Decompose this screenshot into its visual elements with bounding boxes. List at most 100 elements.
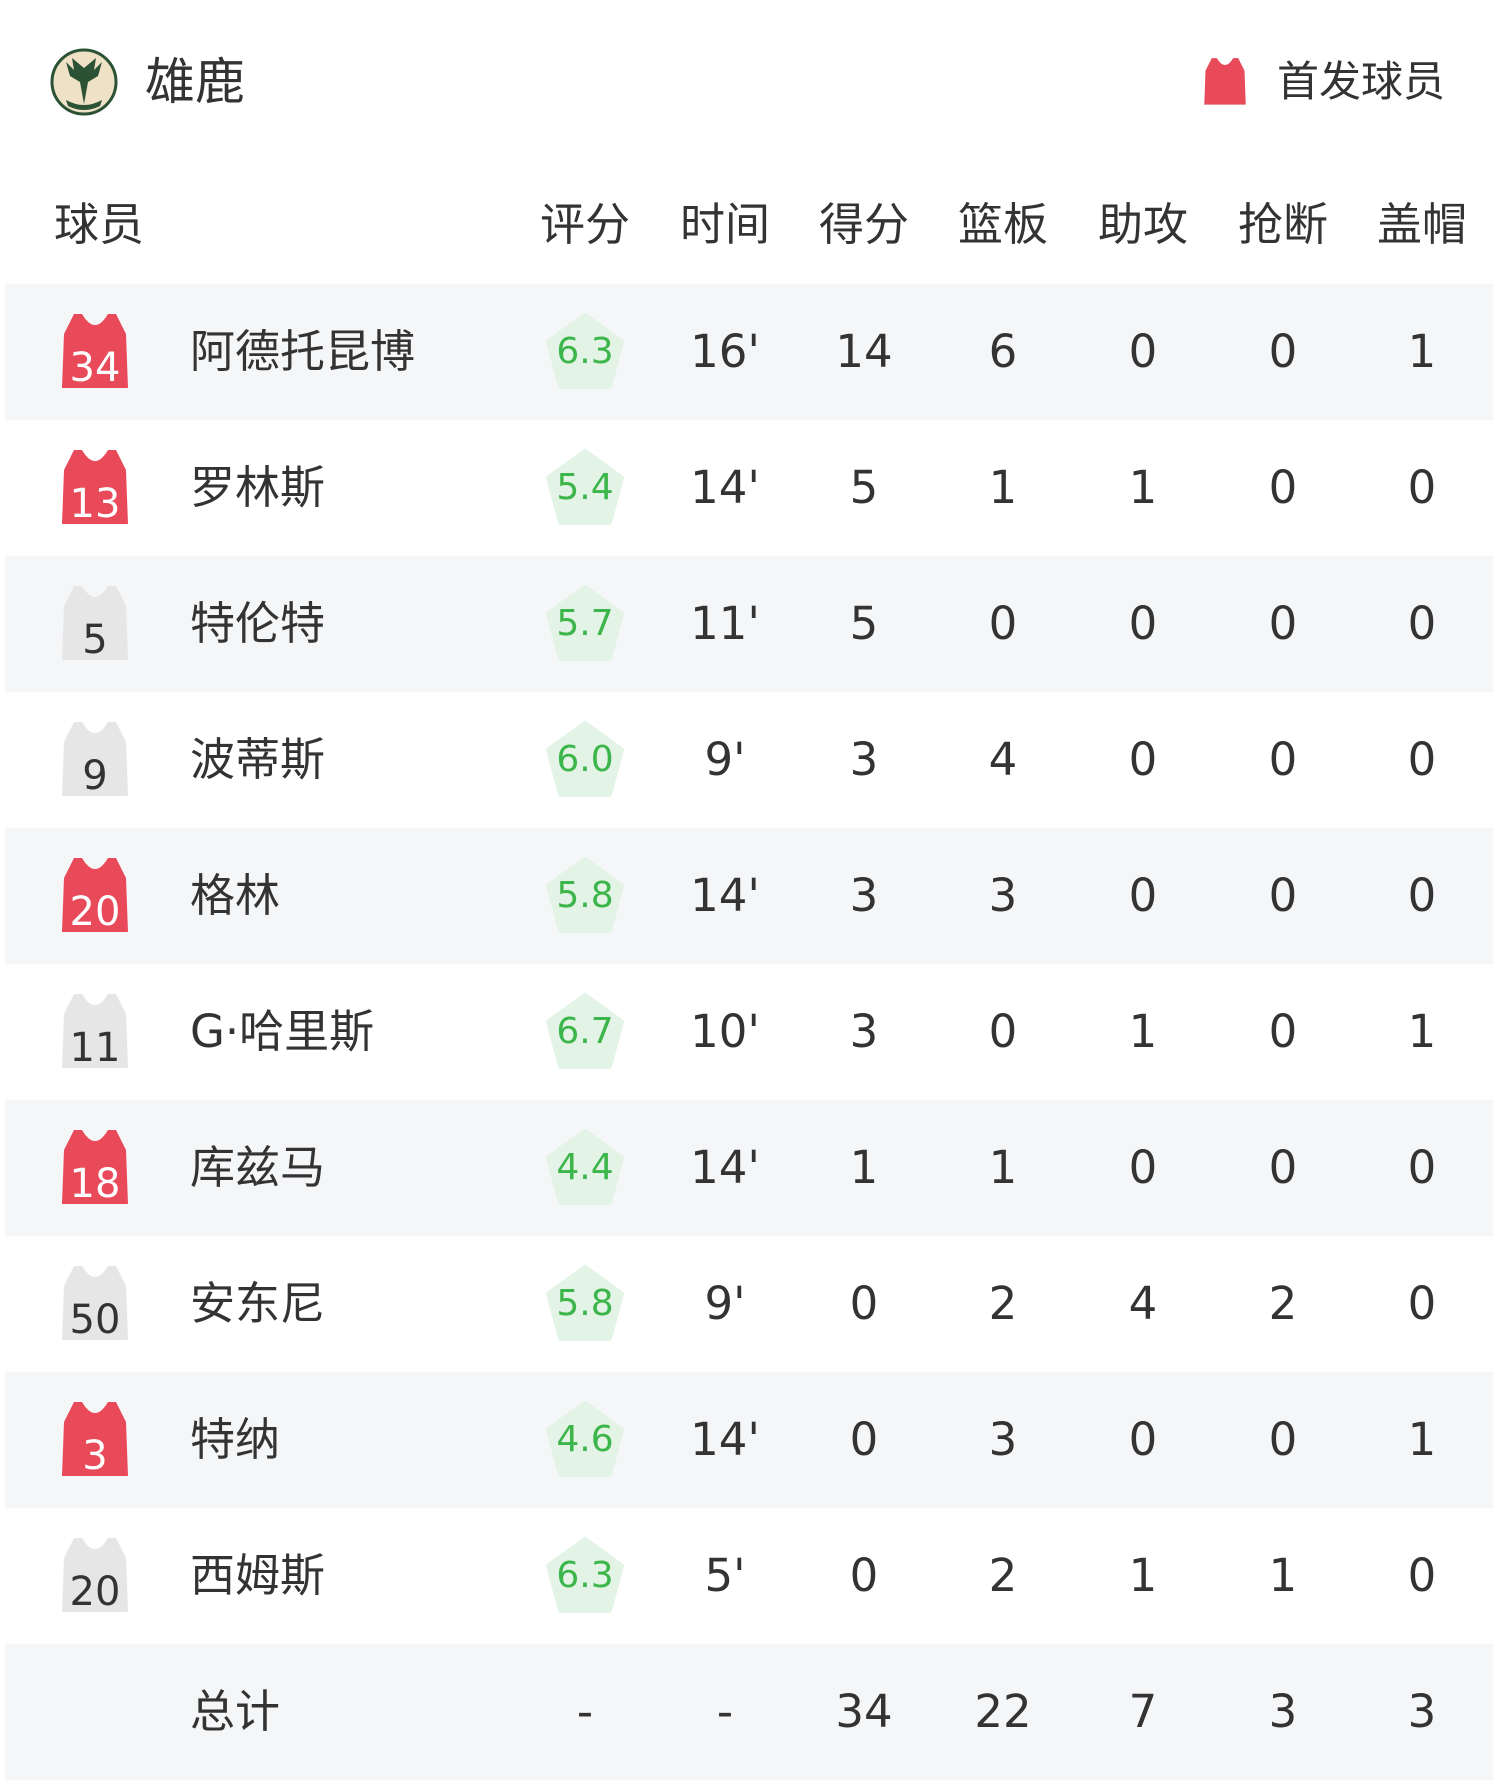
- starter-legend: 首发球员: [1203, 54, 1445, 110]
- jersey-number: 50: [69, 1297, 121, 1343]
- blocks-value: 3: [1407, 1685, 1437, 1738]
- time-value: 9': [704, 733, 746, 786]
- rating-value: -: [576, 1685, 594, 1738]
- blocks-value: 0: [1407, 461, 1437, 514]
- bench-jersey-icon: 11: [60, 994, 130, 1071]
- rating-badge: 6.0: [545, 720, 625, 800]
- column-header-steals[interactable]: 抢断: [1237, 198, 1329, 251]
- column-header-points[interactable]: 得分: [818, 198, 910, 251]
- player-name[interactable]: G·哈里斯: [190, 1005, 375, 1058]
- table-row[interactable]: 34 阿德托昆博 6.3 16' 14 6 0 0 1: [5, 284, 1493, 420]
- steals-value: 0: [1268, 733, 1298, 786]
- rating-value: 6.3: [556, 1555, 614, 1596]
- starter-jersey-icon: 34: [60, 314, 130, 391]
- player-name[interactable]: 特纳: [190, 1413, 281, 1466]
- column-header-assists[interactable]: 助攻: [1097, 198, 1189, 251]
- blocks-value: 0: [1407, 1141, 1437, 1194]
- blocks-value: 1: [1407, 325, 1437, 378]
- points-value: 34: [835, 1685, 893, 1738]
- rebounds-value: 2: [988, 1277, 1018, 1330]
- assists-value: 4: [1128, 1277, 1158, 1330]
- jersey-number: 11: [69, 1025, 121, 1071]
- steals-value: 0: [1268, 1005, 1298, 1058]
- player-name[interactable]: 阿德托昆博: [190, 325, 416, 378]
- player-name[interactable]: 库兹马: [190, 1141, 326, 1194]
- steals-value: 0: [1268, 325, 1298, 378]
- rating-badge: 5.8: [545, 1264, 625, 1344]
- player-name[interactable]: 罗林斯: [190, 461, 326, 514]
- totals-row: 总计 - - 34 22 7 3 3: [5, 1644, 1493, 1780]
- player-name[interactable]: 西姆斯: [190, 1549, 326, 1602]
- column-header-time[interactable]: 时间: [679, 198, 771, 251]
- table-row[interactable]: 20 格林 5.8 14' 3 3 0 0 0: [5, 828, 1493, 964]
- player-name[interactable]: 特伦特: [190, 597, 326, 650]
- assists-value: 0: [1128, 869, 1158, 922]
- rebounds-value: 3: [988, 1413, 1018, 1466]
- rating-badge: 5.8: [545, 856, 625, 936]
- time-value: 14': [690, 1413, 760, 1466]
- rating-value: 5.4: [556, 467, 614, 508]
- table-row[interactable]: 20 西姆斯 6.3 5' 0 2 1 1 0: [5, 1508, 1493, 1644]
- totals-label: 总计: [190, 1685, 281, 1738]
- rating-value: 6.7: [556, 1011, 614, 1052]
- jersey-number: 5: [82, 617, 108, 663]
- rating-badge: 5.4: [545, 448, 625, 528]
- blocks-value: 1: [1407, 1005, 1437, 1058]
- table-row[interactable]: 5 特伦特 5.7 11' 5 0 0 0 0: [5, 556, 1493, 692]
- jersey-number: 13: [69, 481, 121, 527]
- time-value: 14': [690, 869, 760, 922]
- blocks-value: 0: [1407, 869, 1437, 922]
- assists-value: 7: [1128, 1685, 1158, 1738]
- points-value: 5: [849, 461, 879, 514]
- time-value: 5': [704, 1549, 746, 1602]
- column-header-player[interactable]: 球员: [54, 198, 145, 251]
- time-value: -: [716, 1685, 734, 1738]
- points-value: 3: [849, 1005, 879, 1058]
- blocks-value: 0: [1407, 1277, 1437, 1330]
- blocks-value: 0: [1407, 597, 1437, 650]
- table-header: 球员 评分 时间 得分 篮板 助攻 抢断 盖帽: [0, 190, 1500, 260]
- rating-value: 4.6: [556, 1419, 614, 1460]
- player-name[interactable]: 安东尼: [190, 1277, 326, 1330]
- column-header-rebounds[interactable]: 篮板: [957, 198, 1049, 251]
- jersey-number: 18: [69, 1161, 121, 1207]
- assists-value: 0: [1128, 325, 1158, 378]
- steals-value: 3: [1268, 1685, 1298, 1738]
- player-name[interactable]: 波蒂斯: [190, 733, 326, 786]
- rebounds-value: 6: [988, 325, 1018, 378]
- bench-jersey-icon: 50: [60, 1266, 130, 1343]
- points-value: 3: [849, 869, 879, 922]
- table-row[interactable]: 50 安东尼 5.8 9' 0 2 4 2 0: [5, 1236, 1493, 1372]
- starter-jersey-icon: 18: [60, 1130, 130, 1207]
- points-value: 5: [849, 597, 879, 650]
- steals-value: 0: [1268, 461, 1298, 514]
- steals-value: 1: [1268, 1549, 1298, 1602]
- assists-value: 1: [1128, 1549, 1158, 1602]
- rebounds-value: 0: [988, 1005, 1018, 1058]
- rebounds-value: 1: [988, 1141, 1018, 1194]
- rating-badge: 6.7: [545, 992, 625, 1072]
- table-row[interactable]: 11 G·哈里斯 6.7 10' 3 0 1 0 1: [5, 964, 1493, 1100]
- table-row[interactable]: 9 波蒂斯 6.0 9' 3 4 0 0 0: [5, 692, 1493, 828]
- time-value: 10': [690, 1005, 760, 1058]
- bench-jersey-icon: 20: [60, 1538, 130, 1615]
- starter-jersey-icon: [1204, 58, 1246, 105]
- table-row[interactable]: 3 特纳 4.6 14' 0 3 0 0 1: [5, 1372, 1493, 1508]
- starter-jersey-icon: 13: [60, 450, 130, 527]
- starter-jersey-icon: 3: [60, 1402, 130, 1479]
- steals-value: 0: [1268, 597, 1298, 650]
- column-header-rating[interactable]: 评分: [539, 198, 631, 251]
- bucks-logo-icon: [50, 48, 118, 116]
- jersey-number: 34: [69, 345, 121, 391]
- column-header-blocks[interactable]: 盖帽: [1376, 198, 1468, 251]
- time-value: 14': [690, 1141, 760, 1194]
- steals-value: 2: [1268, 1277, 1298, 1330]
- rating-value: 4.4: [556, 1147, 614, 1188]
- rating-value: 5.7: [556, 603, 614, 644]
- assists-value: 1: [1128, 461, 1158, 514]
- team-name: 雄鹿: [145, 53, 245, 111]
- table-row[interactable]: 13 罗林斯 5.4 14' 5 1 1 0 0: [5, 420, 1493, 556]
- table-row[interactable]: 18 库兹马 4.4 14' 1 1 0 0 0: [5, 1100, 1493, 1236]
- rating-value: 5.8: [556, 1283, 614, 1324]
- player-name[interactable]: 格林: [190, 869, 281, 922]
